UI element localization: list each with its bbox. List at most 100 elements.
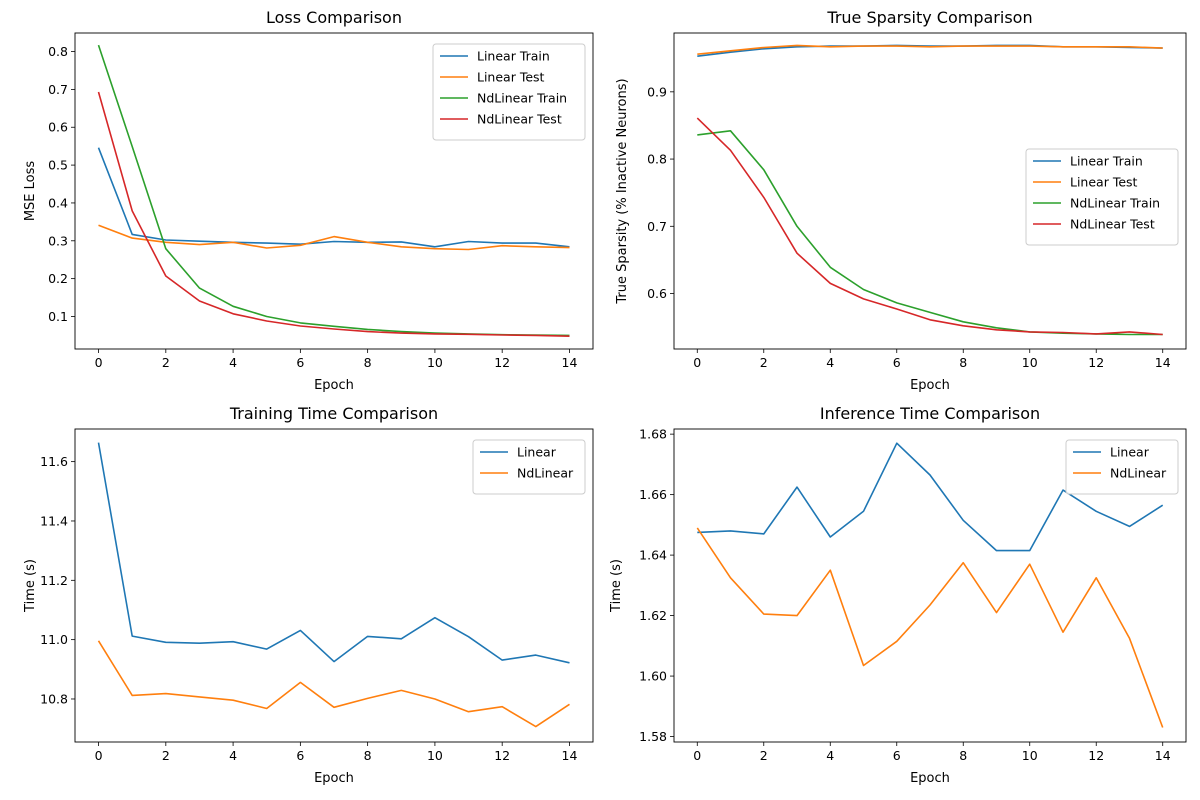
x-tick-label: 2 xyxy=(760,748,768,763)
chart-panel-2: True Sparsity Comparison 0 2 4 6 8 10 12 14 0.6 0.… xyxy=(615,8,1187,393)
x-tick-label: 6 xyxy=(296,748,304,763)
x-tick-label: 12 xyxy=(494,748,510,763)
legend-label: NdLinear xyxy=(517,466,574,481)
series-line-ndlinear xyxy=(97,640,570,728)
legend-box xyxy=(1025,148,1179,246)
x-tick-label: 4 xyxy=(229,748,237,763)
x-tick-label: 10 xyxy=(427,748,443,763)
y-tick-label: 0.3 xyxy=(48,233,68,248)
x-tick-label: 2 xyxy=(162,355,170,370)
series-line-linear xyxy=(697,442,1164,552)
x-tick-label: 8 xyxy=(959,355,967,370)
legend-label: NdLinear Train xyxy=(477,91,567,106)
y-tick-label: 0.9 xyxy=(647,84,667,99)
x-tick-label: 6 xyxy=(893,748,901,763)
x-tick-label: 14 xyxy=(562,748,578,763)
x-tick-label: 0 xyxy=(693,748,701,763)
y-tick-label: 11.6 xyxy=(40,454,68,469)
y-tick-label: 1.68 xyxy=(639,427,667,442)
legend-label: NdLinear xyxy=(1110,466,1167,481)
y-tick-label: 0.6 xyxy=(48,120,68,135)
x-axis-label: Epoch xyxy=(910,378,950,393)
x-tick-label: 10 xyxy=(1022,748,1038,763)
y-tick-label: 0.6 xyxy=(647,286,667,301)
y-tick-label: 1.66 xyxy=(639,487,667,502)
x-tick-label: 12 xyxy=(1088,355,1104,370)
y-tick-label: 1.60 xyxy=(639,669,667,684)
legend: Linear NdLinear xyxy=(1065,439,1179,495)
legend-box xyxy=(432,43,586,141)
legend-label: Linear Test xyxy=(1070,175,1138,190)
y-tick-label: 1.62 xyxy=(639,608,667,623)
series-line-linear-test xyxy=(98,224,570,251)
legend: Linear Train Linear Test NdLinear Train NdL… xyxy=(1025,148,1179,246)
x-tick-label: 14 xyxy=(1155,748,1171,763)
x-tick-label: 14 xyxy=(562,355,578,370)
chart-title: True Sparsity Comparison xyxy=(826,8,1032,27)
chart-panel-3: Training Time Comparison 0 2 4 6 8 10 12 14 10.8 1… xyxy=(23,404,594,786)
legend-label: NdLinear Test xyxy=(477,112,562,127)
legend-label: Linear Train xyxy=(1070,154,1143,169)
y-tick-label: 0.8 xyxy=(48,44,68,59)
y-tick-label: 11.0 xyxy=(40,632,68,647)
x-tick-label: 14 xyxy=(1155,355,1171,370)
x-tick-label: 2 xyxy=(760,355,768,370)
series-line-linear-train xyxy=(97,147,570,248)
y-axis-label: Time (s) xyxy=(609,559,624,613)
series-line-linear-test xyxy=(697,44,1163,55)
y-axis-label: True Sparsity (% Inactive Neurons) xyxy=(615,78,630,304)
x-tick-label: 0 xyxy=(95,748,103,763)
chart-title: Loss Comparison xyxy=(266,8,402,27)
x-axis-label: Epoch xyxy=(314,378,354,393)
x-tick-label: 12 xyxy=(1088,748,1104,763)
legend: Linear Train Linear Test NdLinear Train NdL… xyxy=(432,43,586,141)
x-tick-label: 8 xyxy=(364,355,372,370)
x-tick-label: 8 xyxy=(959,748,967,763)
x-tick-label: 8 xyxy=(364,748,372,763)
x-tick-label: 6 xyxy=(893,355,901,370)
legend-label: NdLinear Train xyxy=(1070,196,1160,211)
legend-label: Linear Test xyxy=(477,70,545,85)
series-line-ndlinear xyxy=(696,527,1164,728)
chart-panel-1: Loss Comparison 0 2 4 6 8 10 12 14 0.1 0.2 0.3 0.4 0.… xyxy=(23,8,594,393)
legend-label: Linear xyxy=(517,445,557,460)
x-tick-label: 10 xyxy=(427,355,443,370)
series-line-linear xyxy=(97,442,570,664)
chart-title: Training Time Comparison xyxy=(229,404,438,423)
y-tick-label: 0.1 xyxy=(48,309,68,324)
legend-label: Linear Train xyxy=(477,49,550,64)
chart-title: Inference Time Comparison xyxy=(820,404,1040,423)
y-tick-label: 0.7 xyxy=(647,219,667,234)
y-tick-label: 0.5 xyxy=(48,158,68,173)
plot-frame xyxy=(673,428,1187,743)
x-tick-label: 10 xyxy=(1022,355,1038,370)
y-tick-label: 11.2 xyxy=(40,573,68,588)
plot-frame xyxy=(74,32,594,350)
y-tick-label: 11.4 xyxy=(40,513,68,528)
x-axis-label: Epoch xyxy=(314,771,354,786)
x-tick-label: 6 xyxy=(296,355,304,370)
x-tick-label: 12 xyxy=(494,355,510,370)
x-tick-label: 2 xyxy=(162,748,170,763)
y-axis-label: MSE Loss xyxy=(23,161,38,222)
legend: Linear NdLinear xyxy=(472,439,586,495)
y-tick-label: 0.8 xyxy=(647,152,667,167)
y-tick-label: 1.64 xyxy=(639,548,667,563)
legend-label: Linear xyxy=(1110,445,1150,460)
series-line-ndlinear-test xyxy=(97,91,570,337)
y-tick-label: 1.58 xyxy=(639,729,667,744)
series-line-ndlinear-test xyxy=(696,117,1163,336)
legend-box xyxy=(1065,439,1179,495)
plot-frame xyxy=(673,32,1187,350)
y-axis-label: Time (s) xyxy=(23,559,38,613)
x-tick-label: 0 xyxy=(693,355,701,370)
y-tick-label: 0.2 xyxy=(48,271,68,286)
legend-label: NdLinear Test xyxy=(1070,217,1155,232)
chart-panel-4: Inference Time Comparison 0 2 4 6 8 10 12 14 1.58… xyxy=(609,404,1187,786)
x-tick-label: 0 xyxy=(95,355,103,370)
plot-frame xyxy=(74,428,594,743)
y-tick-label: 0.7 xyxy=(48,82,68,97)
x-tick-label: 4 xyxy=(826,355,834,370)
y-tick-label: 10.8 xyxy=(40,691,68,706)
